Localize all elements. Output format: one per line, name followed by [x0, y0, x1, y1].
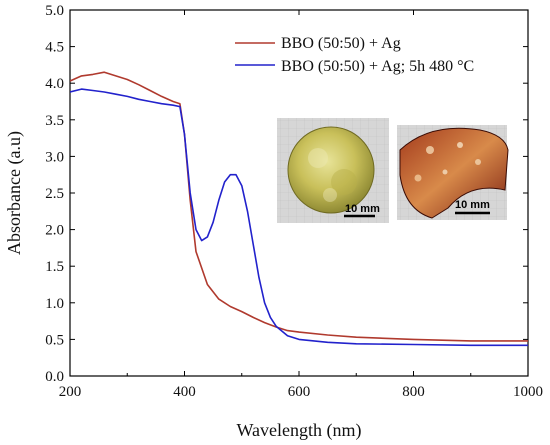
x-tick-label: 1000	[513, 384, 543, 400]
y-tick-label: 0.0	[45, 369, 64, 385]
legend-label-series-2: BBO (50:50) + Ag; 5h 480 °C	[281, 58, 474, 75]
scale-label-gold: 10 mm	[345, 203, 380, 215]
scale-label-red: 10 mm	[455, 199, 490, 211]
x-tick-label: 400	[173, 384, 196, 400]
inset-photo-red-glass: 10 mm	[397, 125, 509, 220]
y-tick-label: 4.5	[45, 40, 64, 56]
x-tick-label: 600	[288, 384, 311, 400]
legend: BBO (50:50) + Ag BBO (50:50) + Ag; 5h 48…	[235, 35, 474, 75]
y-tick-label: 0.5	[45, 332, 64, 348]
y-tick-label: 1.0	[45, 296, 64, 312]
y-tick-label: 2.5	[45, 186, 64, 202]
series-line-1	[70, 71, 528, 342]
inset-photo-gold-disk: 10 mm	[277, 118, 389, 223]
x-tick-label: 800	[402, 384, 425, 400]
y-tick-label: 5.0	[45, 3, 64, 19]
y-tick-label: 1.5	[45, 259, 64, 275]
y-axis: 0.0 0.5 1.0 1.5 2.0 2.5 3.0 3.5 4.0 4.5 5.0	[45, 3, 528, 385]
x-tick-label: 200	[59, 384, 82, 400]
y-tick-label: 3.5	[45, 113, 64, 129]
series-line-2	[70, 88, 528, 347]
y-tick-label: 2.0	[45, 223, 64, 239]
x-axis-title: Wavelength (nm)	[236, 420, 361, 441]
y-axis-title: Absorbance (a.u)	[4, 131, 25, 255]
legend-label-series-1: BBO (50:50) + Ag	[281, 35, 401, 52]
y-tick-label: 4.0	[45, 76, 64, 92]
y-tick-label: 3.0	[45, 149, 64, 165]
series-layer	[70, 71, 528, 347]
x-axis: 200 400 600 800 1000	[59, 10, 543, 400]
